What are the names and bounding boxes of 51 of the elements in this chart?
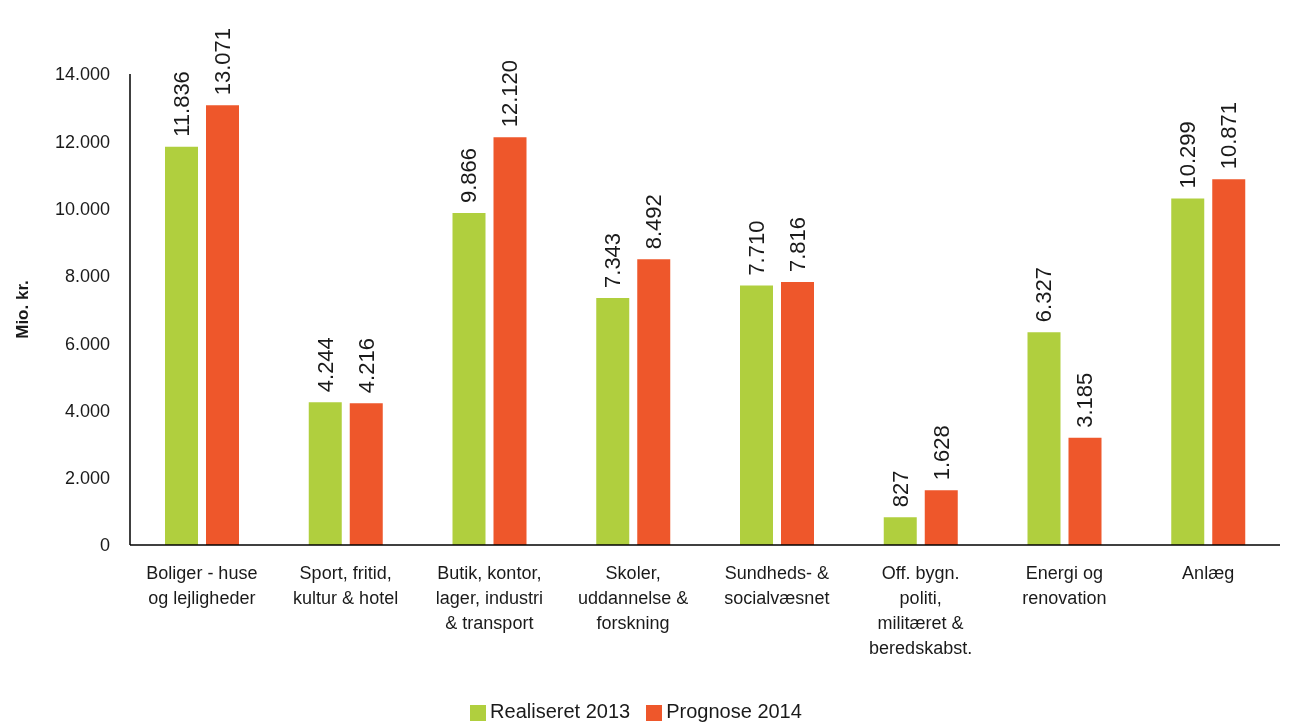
data-label: 7.343 [600,232,626,288]
legend-label: Prognose 2014 [666,700,802,722]
y-tick-label: 14.000 [54,64,110,85]
bar [1027,332,1061,545]
bar [1068,437,1102,545]
bar [740,285,773,545]
x-tick-label: Boliger - huse og lejligheder [146,563,258,608]
y-tick-label: 4.000 [64,400,110,421]
data-label: 7.816 [785,216,810,273]
data-label: 4.244 [312,337,338,393]
bar [308,402,342,545]
y-tick-label: 0 [99,535,110,556]
x-tick-label: Sundheds- & socialvæsnet [724,563,830,608]
data-label: 11.836 [169,71,194,137]
y-axis-title: Mio. kr. [13,280,33,339]
data-label: 13.071 [210,27,235,96]
x-tick-label: Sport, fritid, kultur & hotel [293,563,399,608]
data-label: 8.492 [641,194,667,250]
data-label: 10.299 [1175,121,1201,189]
bar [1171,198,1205,545]
legend-label: Realiseret 2013 [490,700,631,722]
y-tick-label: 2.000 [64,468,110,489]
bar [637,259,671,545]
data-label: 3.185 [1072,372,1098,428]
bar [493,137,527,545]
data-label: 1.628 [928,425,954,481]
bar [781,282,814,545]
data-label: 10.871 [1216,101,1242,170]
data-label: 6.327 [1031,267,1057,323]
x-tick-label: Anlæg [1182,563,1235,583]
y-tick-label: 12.000 [54,131,110,152]
x-tick-label: Skoler, uddannelse & forskning [578,563,689,633]
data-label: 827 [887,470,913,508]
data-label: 4.216 [353,338,379,394]
x-tick-label: Energi og renovation [1022,563,1107,608]
bar [452,213,486,545]
bar [596,297,630,545]
y-tick-label: 6.000 [64,333,110,354]
bar [924,490,958,545]
data-label: 9.866 [456,148,482,204]
y-tick-label: 10.000 [54,198,110,219]
bar [165,146,198,545]
bar [883,517,917,545]
x-tick-label: Butik, kontor, lager, industri & transport [435,563,543,633]
bar [349,403,383,545]
data-label: 7.710 [744,220,769,276]
x-tick-label: Off. bygn. politi, militæret & beredskabst. [869,563,973,658]
data-label: 12.120 [497,59,523,128]
bar [1212,179,1246,545]
bar [206,105,239,545]
y-tick-label: 8.000 [64,266,110,287]
